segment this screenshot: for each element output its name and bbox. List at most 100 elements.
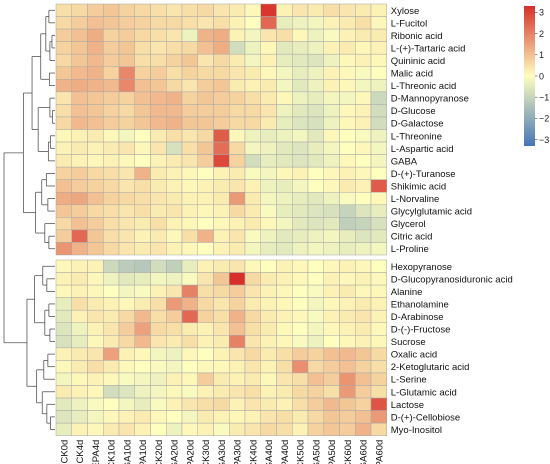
heatmap-cell xyxy=(370,154,387,168)
heatmap-cell xyxy=(323,297,340,311)
heatmap-cell xyxy=(134,347,151,361)
heatmap-cell xyxy=(355,422,372,436)
heatmap-cell xyxy=(323,322,340,336)
heatmap-cell xyxy=(55,372,72,386)
heatmap-cell xyxy=(118,141,135,155)
heatmap-cell xyxy=(197,28,214,42)
heatmap-cell xyxy=(244,204,261,218)
heatmap-cell xyxy=(355,91,372,105)
heatmap-cell xyxy=(276,385,293,399)
heatmap-cell xyxy=(229,259,246,273)
heatmap-cell xyxy=(292,297,309,311)
heatmap-cell xyxy=(166,309,183,324)
heatmap-cell xyxy=(244,28,261,42)
heatmap-cell xyxy=(244,79,261,93)
heatmap-cell xyxy=(71,272,88,286)
heatmap-cell xyxy=(118,116,135,130)
heatmap-cell xyxy=(260,372,277,386)
heatmap-cell xyxy=(244,141,261,155)
heatmap-cell xyxy=(260,397,277,411)
heatmap-cell xyxy=(55,397,72,411)
heatmap-cell xyxy=(71,53,88,68)
heatmap-cell xyxy=(307,192,324,206)
heatmap-cell xyxy=(260,204,277,218)
heatmap-cell xyxy=(244,129,261,143)
heatmap-cell xyxy=(134,91,151,105)
heatmap-cell xyxy=(181,297,198,311)
heatmap-cell xyxy=(339,372,356,386)
heatmap-cell xyxy=(118,66,135,80)
heatmap-cell xyxy=(229,335,246,349)
heatmap-cell xyxy=(307,91,324,105)
heatmap-cell xyxy=(355,360,372,374)
heatmap-cell xyxy=(307,309,324,324)
heatmap-cell xyxy=(229,91,246,105)
heatmap-cell xyxy=(181,192,198,206)
heatmap-cell xyxy=(103,104,120,118)
column-label: CK20d xyxy=(154,440,165,464)
heatmap-cell xyxy=(118,3,135,17)
heatmap-cell xyxy=(260,422,277,436)
column-label: CK30d xyxy=(201,440,212,464)
heatmap-cell xyxy=(150,272,167,286)
heatmap-cell xyxy=(150,242,167,256)
heatmap-cell xyxy=(244,104,261,118)
heatmap-cell xyxy=(87,204,104,218)
heatmap-cell xyxy=(323,272,340,286)
heatmap-cell xyxy=(213,16,230,30)
heatmap-cell xyxy=(292,154,309,168)
row-label: Glycerol xyxy=(391,219,426,230)
legend-tick-label: 0 xyxy=(539,71,544,81)
heatmap-cell xyxy=(260,16,277,30)
heatmap-cell xyxy=(307,322,324,336)
row-label: Malic acid xyxy=(391,69,433,80)
heatmap-cell xyxy=(213,104,230,118)
heatmap-cell xyxy=(213,347,230,361)
heatmap-cell xyxy=(339,192,356,206)
heatmap-cell xyxy=(339,272,356,286)
heatmap-cell xyxy=(323,309,340,324)
heatmap-cell xyxy=(166,217,183,231)
heatmap-cell xyxy=(292,259,309,273)
heatmap-cell xyxy=(181,28,198,42)
heatmap-cell xyxy=(307,272,324,286)
legend-tick-label: −2 xyxy=(539,114,549,124)
heatmap-cell xyxy=(103,410,120,424)
heatmap-cell xyxy=(339,397,356,411)
column-labels: CK0d CK4d CEPA4d CK10d GA10d CEPA10d CK20d GA20… xyxy=(59,440,385,464)
heatmap-cell xyxy=(276,41,293,55)
heatmap-cell xyxy=(370,192,387,206)
heatmap-cell xyxy=(260,179,277,193)
column-label: GA10d xyxy=(122,440,133,464)
heatmap-cell xyxy=(292,104,309,118)
heatmap-cell xyxy=(197,53,214,68)
heatmap-cell xyxy=(229,229,246,243)
heatmap-cell xyxy=(370,259,387,273)
heatmap-cell xyxy=(197,397,214,411)
heatmap-cell xyxy=(323,397,340,411)
heatmap-cell xyxy=(355,385,372,399)
heatmap-cell xyxy=(166,335,183,349)
row-label: GABA xyxy=(391,156,418,167)
heatmap-cell xyxy=(213,309,230,324)
heatmap-cell xyxy=(197,66,214,80)
heatmap-cell xyxy=(339,154,356,168)
heatmap-cell xyxy=(181,204,198,218)
heatmap-cell xyxy=(71,297,88,311)
heatmap-cell xyxy=(355,217,372,231)
heatmap-cell xyxy=(87,397,104,411)
heatmap-cell xyxy=(166,192,183,206)
heatmap-cell xyxy=(166,360,183,374)
heatmap-cell xyxy=(229,385,246,399)
heatmap-cell xyxy=(71,217,88,231)
heatmap-cell xyxy=(55,217,72,231)
heatmap-cell xyxy=(260,385,277,399)
heatmap-cell xyxy=(87,309,104,324)
heatmap-cell xyxy=(339,322,356,336)
heatmap-cell xyxy=(229,66,246,80)
heatmap-cell xyxy=(323,372,340,386)
heatmap-cell xyxy=(307,242,324,256)
heatmap-cell xyxy=(323,79,340,93)
heatmap-cell xyxy=(150,192,167,206)
row-label: D-Arabinose xyxy=(391,312,444,323)
